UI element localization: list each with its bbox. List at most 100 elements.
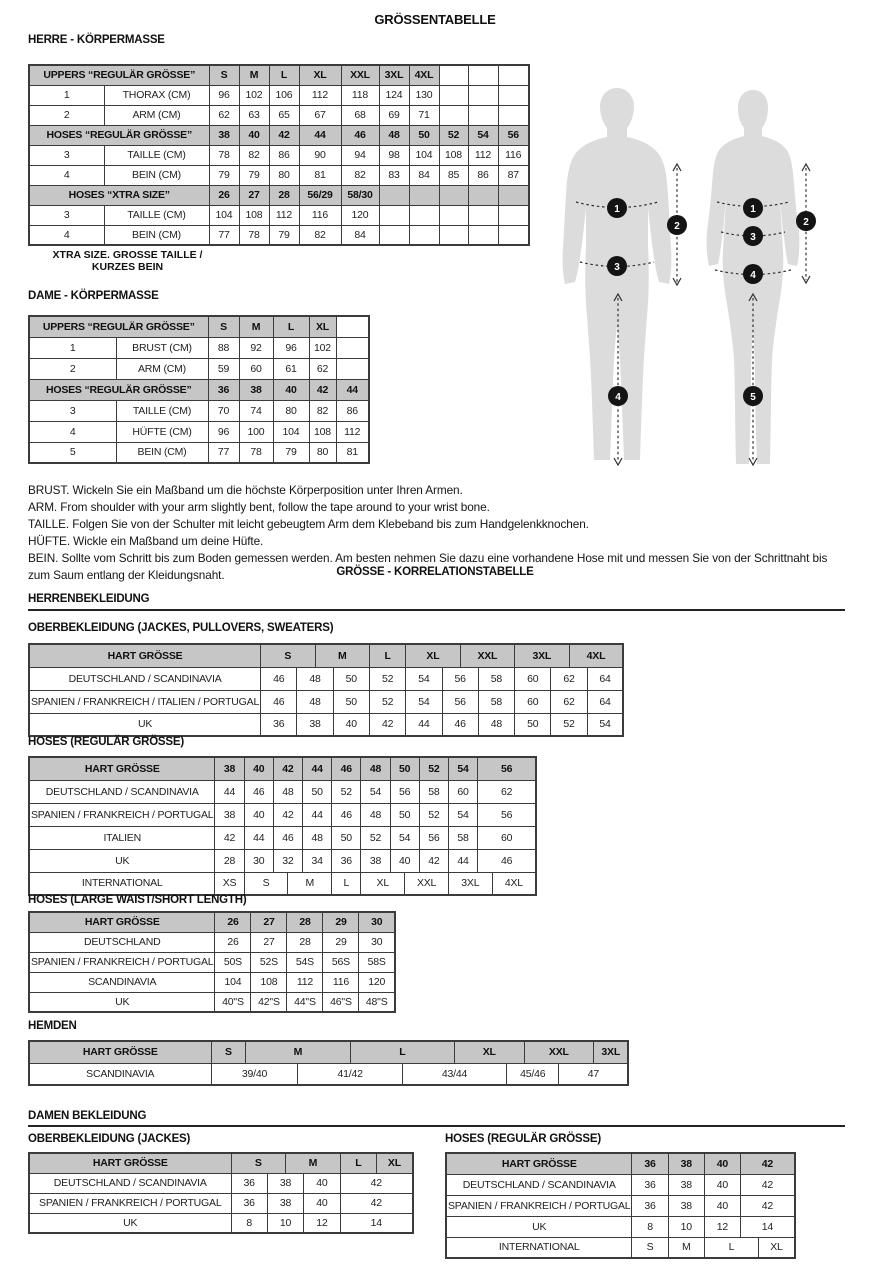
- header-cell: 40: [238, 124, 270, 146]
- header-cell: 3XL: [378, 64, 410, 86]
- header-cell: 56: [477, 756, 537, 781]
- header-cell: 28: [286, 911, 324, 933]
- male-marker-2: 2: [667, 215, 687, 235]
- header-cell: 26: [214, 911, 252, 933]
- heading-hemden: HEMDEN: [28, 1020, 77, 1032]
- data-cell: [438, 104, 469, 126]
- header-cell: [467, 184, 499, 206]
- header-cell: [408, 184, 440, 206]
- header-cell: 56/29: [298, 184, 342, 206]
- data-cell: 48: [477, 712, 516, 737]
- data-cell: 42: [740, 1194, 796, 1217]
- instruction-line: BEIN. Sollte vom Schritt bis zum Boden g…: [28, 551, 828, 582]
- data-cell: 118: [340, 84, 380, 106]
- data-cell: 62: [550, 689, 588, 714]
- data-cell: 30: [243, 848, 274, 873]
- data-cell: 79: [238, 164, 270, 186]
- data-cell: [335, 357, 370, 380]
- svg-text:1: 1: [750, 204, 756, 215]
- data-cell: 60: [238, 357, 274, 380]
- data-cell: 50: [332, 689, 370, 714]
- female-marker-3: 3: [743, 226, 763, 246]
- header-cell: XL: [308, 315, 337, 338]
- data-cell: 102: [238, 84, 270, 106]
- data-cell: [497, 104, 530, 126]
- data-cell: DEUTSCHLAND / SCANDINAVIA: [28, 1172, 232, 1194]
- data-cell: UK: [28, 991, 216, 1013]
- data-cell: 108: [438, 144, 469, 166]
- header-cell: HART GRÖSSE: [445, 1152, 633, 1175]
- header-cell: 48: [360, 756, 391, 781]
- data-cell: [438, 204, 469, 226]
- data-cell: 56S: [322, 951, 360, 973]
- data-cell: 79: [272, 441, 310, 464]
- data-cell: 116: [298, 204, 342, 226]
- data-cell: [497, 64, 530, 86]
- svg-text:5: 5: [750, 392, 756, 403]
- svg-text:4: 4: [750, 270, 756, 281]
- data-cell: 94: [340, 144, 380, 166]
- data-cell: [467, 104, 499, 126]
- data-cell: 90: [298, 144, 342, 166]
- data-cell: M: [287, 871, 333, 896]
- data-cell: 64: [586, 666, 624, 691]
- header-cell: UPPERS “REGULÄR GRÖSSE”: [28, 64, 210, 86]
- data-cell: 46"S: [322, 991, 360, 1013]
- data-cell: 42: [272, 802, 304, 827]
- data-cell: UK: [445, 1215, 633, 1238]
- header-cell: 36: [631, 1152, 669, 1175]
- heading-women-hoses: HOSES (REGULÄR GRÖSSE): [445, 1133, 601, 1145]
- data-cell: 83: [378, 164, 410, 186]
- header-cell: 58/30: [340, 184, 380, 206]
- data-cell: 3: [28, 144, 105, 166]
- data-cell: 4: [28, 164, 105, 186]
- data-cell: DEUTSCHLAND: [28, 931, 216, 953]
- data-cell: 48"S: [358, 991, 396, 1013]
- data-cell: 104: [214, 971, 252, 993]
- data-cell: 124: [378, 84, 410, 106]
- data-cell: 40: [303, 1172, 341, 1194]
- data-cell: 38: [667, 1173, 705, 1196]
- data-cell: 40: [332, 712, 370, 737]
- data-cell: 96: [208, 84, 240, 106]
- header-cell: M: [238, 315, 274, 338]
- header-cell: 40: [703, 1152, 742, 1175]
- men-hoses-table: HART GRÖSSE 38 40 42 44 46 48 50 52 54 56 DEUTSCHLA…: [28, 756, 538, 896]
- header-cell: 44: [298, 124, 342, 146]
- data-cell: 34: [302, 848, 333, 873]
- data-cell: 58: [477, 689, 516, 714]
- data-cell: 46: [441, 712, 479, 737]
- data-cell: 38: [214, 802, 245, 827]
- data-cell: 2: [28, 104, 105, 126]
- data-cell: 44: [243, 825, 274, 850]
- header-cell: L: [268, 64, 300, 86]
- men-hoses-short-table: HART GRÖSSE 26 27 28 29 30 DEUTSCHLAND 26 27 28 29…: [28, 911, 396, 1013]
- data-cell: 41/42: [297, 1062, 403, 1086]
- data-cell: 10: [266, 1212, 305, 1234]
- data-cell: 64: [586, 689, 624, 714]
- data-cell: 44: [302, 802, 333, 827]
- data-cell: 54S: [286, 951, 324, 973]
- data-cell: 84: [340, 224, 380, 246]
- data-cell: 62: [208, 104, 240, 126]
- header-cell: 42: [272, 756, 304, 781]
- header-cell: XL: [298, 64, 342, 86]
- data-cell: 12: [703, 1215, 742, 1238]
- data-cell: 38: [266, 1172, 305, 1194]
- data-cell: 29: [322, 931, 360, 953]
- data-cell: 42: [418, 848, 449, 873]
- data-cell: 54: [405, 689, 443, 714]
- data-cell: 32: [272, 848, 304, 873]
- data-cell: 116: [497, 144, 530, 166]
- data-cell: TAILLE (CM): [103, 144, 210, 166]
- measuring-instructions: BRUST. Wickeln Sie ein Maßband um die hö…: [28, 482, 846, 584]
- data-cell: 112: [335, 420, 370, 443]
- header-cell: 30: [358, 911, 396, 933]
- header-cell: HART GRÖSSE: [28, 643, 262, 668]
- header-cell: S: [207, 315, 240, 338]
- data-cell: DEUTSCHLAND / SCANDINAVIA: [28, 779, 216, 804]
- data-cell: [497, 204, 530, 226]
- header-cell: S: [208, 64, 240, 86]
- women-jackets-table: HART GRÖSSE S M L XL DEUTSCHLAND / SCANDINAVI…: [28, 1152, 414, 1234]
- heading-women-jackets: OBERBEKLEIDUNG (JACKES): [28, 1133, 191, 1145]
